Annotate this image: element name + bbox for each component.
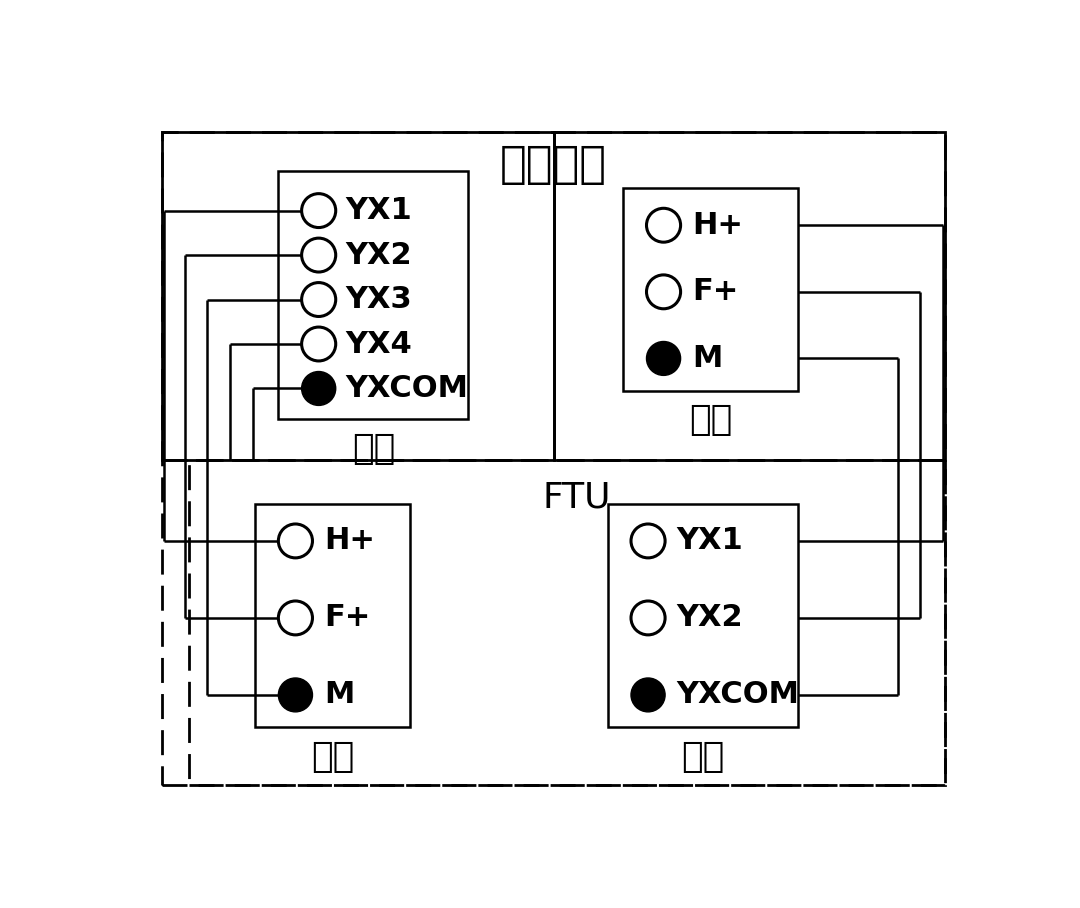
Text: YX3: YX3: [346, 285, 413, 314]
Text: FTU: FTU: [542, 480, 611, 514]
Text: 遥控: 遥控: [689, 403, 732, 437]
Circle shape: [647, 341, 680, 375]
Bar: [189, 460, 945, 785]
Bar: [255, 504, 410, 727]
Text: YX2: YX2: [346, 241, 413, 270]
Text: F+: F+: [692, 277, 739, 306]
Text: YXCOM: YXCOM: [346, 374, 469, 403]
Bar: [608, 504, 798, 727]
Bar: [554, 132, 945, 460]
Text: H+: H+: [692, 211, 743, 240]
Text: H+: H+: [324, 527, 375, 556]
Circle shape: [301, 371, 336, 405]
Text: YX2: YX2: [677, 604, 743, 633]
Text: M: M: [692, 344, 723, 373]
Text: YXCOM: YXCOM: [677, 680, 799, 709]
Text: M: M: [324, 680, 354, 709]
Text: 遥控: 遥控: [311, 739, 354, 774]
Text: YX1: YX1: [346, 196, 413, 225]
Text: 遥信: 遥信: [681, 739, 725, 774]
Circle shape: [279, 678, 312, 712]
Text: 遥信: 遥信: [352, 431, 395, 466]
Text: YX1: YX1: [677, 527, 743, 556]
Circle shape: [631, 678, 665, 712]
Bar: [279, 171, 469, 419]
Bar: [162, 132, 554, 460]
Text: YX4: YX4: [346, 330, 413, 359]
Bar: [623, 188, 798, 390]
Text: 模拟开关: 模拟开关: [500, 143, 607, 186]
Text: F+: F+: [324, 604, 370, 633]
